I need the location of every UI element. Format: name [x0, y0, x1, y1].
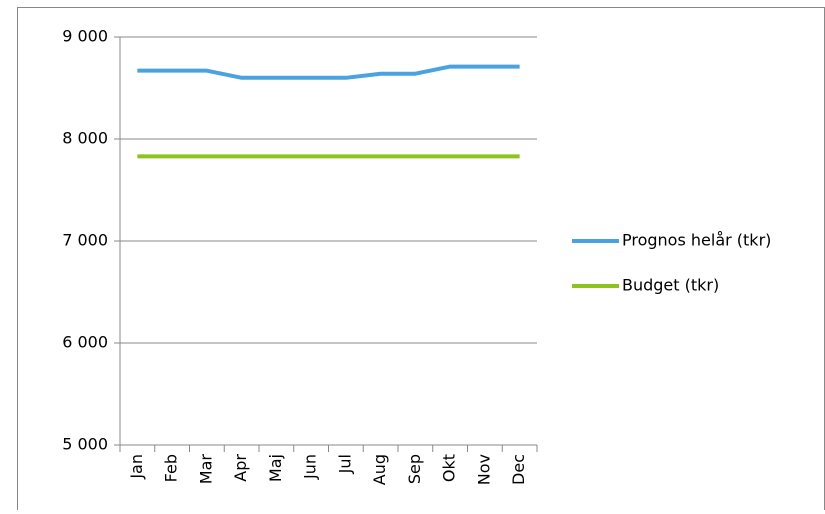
y-tick-label: 8 000: [62, 129, 108, 148]
x-tick-label: Dec: [509, 454, 528, 485]
y-tick-label: 6 000: [62, 333, 108, 352]
x-tick-label: Feb: [162, 454, 181, 482]
legend-label: Budget (tkr): [622, 276, 719, 295]
y-tick-label: 9 000: [62, 27, 108, 46]
x-tick-label: Jan: [127, 454, 146, 480]
chart-border: [17, 7, 825, 514]
x-tick-label: Mar: [196, 454, 215, 485]
y-tick-label: 7 000: [62, 231, 108, 250]
y-tick-label: 5 000: [62, 435, 108, 454]
x-tick-label: Jun: [301, 454, 320, 480]
x-tick-label: Aug: [370, 454, 389, 485]
x-tick-label: Okt: [440, 454, 459, 482]
x-tick-label: Nov: [474, 454, 493, 485]
legend-label: Prognos helår (tkr): [622, 231, 771, 250]
x-tick-label: Jul: [335, 454, 354, 474]
x-tick-label: Apr: [231, 454, 250, 482]
series-line: [137, 64, 520, 80]
x-tick-label: Sep: [405, 454, 424, 484]
x-tick-label: Maj: [266, 454, 285, 482]
